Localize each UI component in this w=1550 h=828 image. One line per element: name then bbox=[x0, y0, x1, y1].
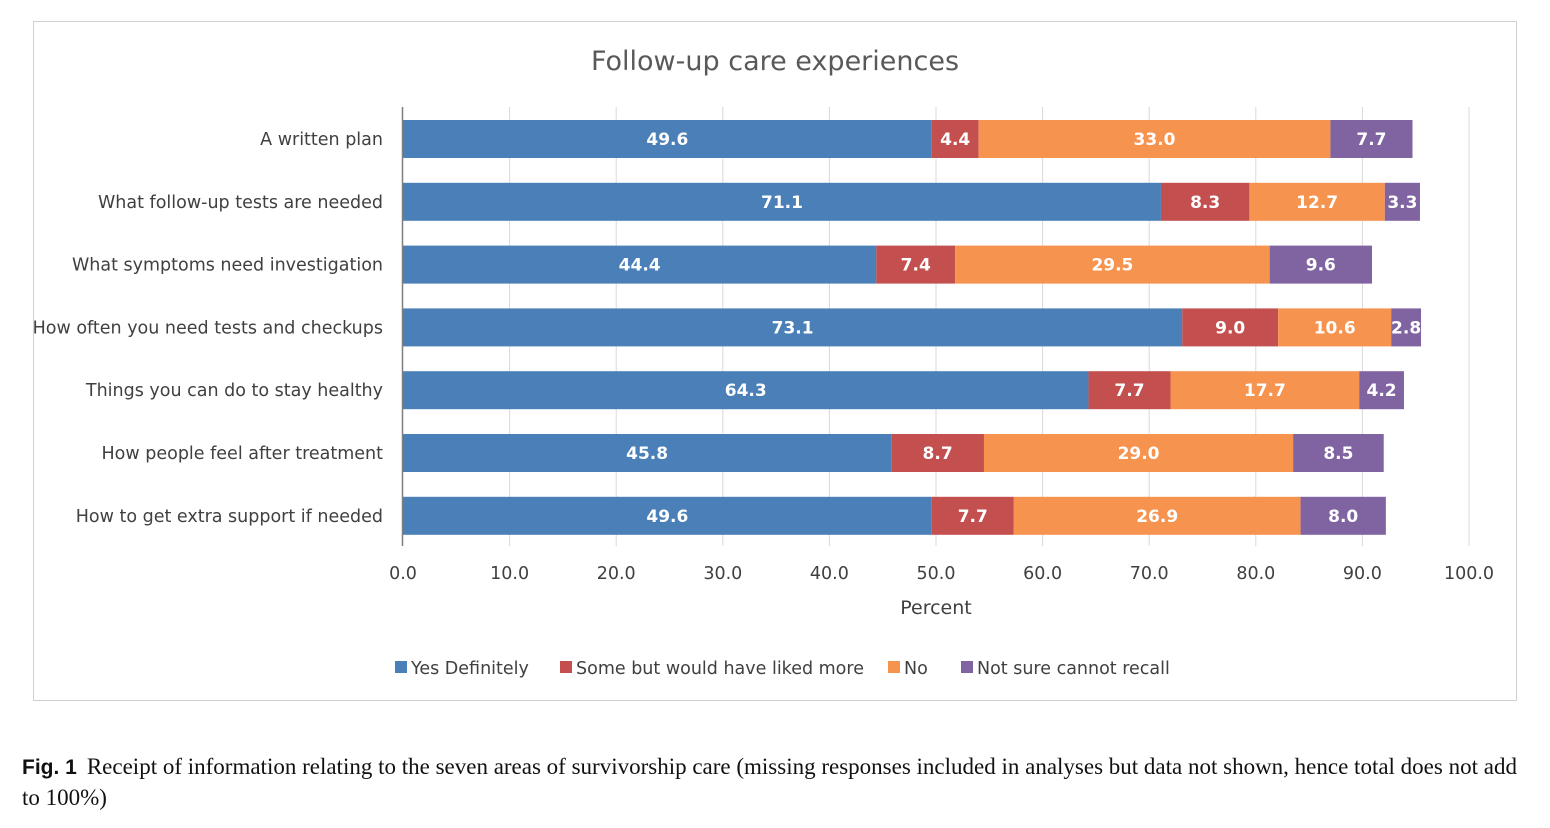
legend-label: Some but would have liked more bbox=[576, 659, 864, 679]
data-label: 4.4 bbox=[940, 130, 970, 150]
category-label: Things you can do to stay healthy bbox=[85, 381, 383, 401]
data-label: 64.3 bbox=[725, 381, 767, 401]
data-label: 12.7 bbox=[1296, 193, 1338, 213]
category-label: What follow-up tests are needed bbox=[98, 193, 383, 213]
bar-segment bbox=[403, 182, 1161, 221]
data-label: 33.0 bbox=[1134, 130, 1176, 150]
data-label: 8.3 bbox=[1190, 193, 1220, 213]
bar-segment bbox=[403, 434, 892, 472]
data-label: 73.1 bbox=[772, 318, 814, 338]
stacked-bar-chart: Follow-up care experiences 49.6 4.4 33.0 7.… bbox=[33, 46, 1494, 679]
bar-segment bbox=[1278, 308, 1392, 347]
bar-segment bbox=[403, 308, 1183, 347]
bar-segment bbox=[403, 120, 932, 158]
legend-swatch bbox=[961, 661, 973, 673]
x-tick-label: 40.0 bbox=[810, 564, 849, 584]
data-label: 9.6 bbox=[1306, 256, 1336, 276]
legend-label: Yes Definitely bbox=[410, 659, 529, 679]
data-label: 49.6 bbox=[646, 130, 688, 150]
legend-swatch bbox=[395, 661, 407, 673]
legend: Yes Definitely Some but would have liked … bbox=[395, 659, 1170, 679]
x-tick-labels: 0.0 10.0 20.0 30.0 40.0 50.0 60.0 70.0 80.0 90.0 1… bbox=[389, 564, 1494, 584]
x-tick-label: 20.0 bbox=[597, 564, 636, 584]
bar-segment bbox=[1391, 308, 1422, 347]
x-tick-label: 60.0 bbox=[1023, 564, 1062, 584]
data-label: 44.4 bbox=[619, 256, 661, 276]
data-label: 7.4 bbox=[901, 256, 931, 276]
bar-segment bbox=[955, 245, 1270, 284]
bar-segment bbox=[1088, 371, 1171, 410]
bar-segment bbox=[983, 434, 1294, 472]
bar-segment bbox=[1249, 182, 1385, 221]
data-label: 9.0 bbox=[1215, 318, 1245, 338]
legend-label: No bbox=[904, 659, 928, 679]
x-tick-label: 0.0 bbox=[389, 564, 417, 584]
bar-segment bbox=[403, 496, 932, 535]
bar-segment bbox=[1359, 371, 1404, 410]
figure-label: Fig. 1 bbox=[22, 756, 77, 779]
x-tick-label: 80.0 bbox=[1236, 564, 1275, 584]
category-label: A written plan bbox=[260, 130, 383, 150]
data-label: 8.7 bbox=[923, 444, 953, 464]
bar-segment bbox=[1384, 182, 1420, 221]
x-tick-label: 100.0 bbox=[1444, 564, 1494, 584]
bar-segment bbox=[1293, 434, 1384, 472]
bars: 49.6 4.4 33.0 7.7 71.1 8.3 12.7 3.3 44.4 7.4 29.5 9… bbox=[403, 120, 1421, 535]
bar-segment bbox=[931, 496, 1014, 535]
bar-segment bbox=[891, 434, 984, 472]
bar-segment bbox=[403, 245, 877, 284]
x-axis-title: Percent bbox=[900, 597, 972, 619]
legend-label: Not sure cannot recall bbox=[977, 659, 1170, 679]
data-label: 29.5 bbox=[1091, 256, 1133, 276]
bar-segment bbox=[1269, 245, 1372, 284]
data-label: 71.1 bbox=[761, 193, 803, 213]
data-label: 29.0 bbox=[1118, 444, 1160, 464]
bar-segment bbox=[1160, 182, 1250, 221]
category-labels: A written plan What follow-up tests are n… bbox=[33, 130, 384, 527]
x-tick-label: 10.0 bbox=[490, 564, 529, 584]
category-label: How people feel after treatment bbox=[102, 444, 384, 464]
bar-segment bbox=[1170, 371, 1360, 410]
chart-title: Follow-up care experiences bbox=[591, 46, 959, 77]
data-label: 3.3 bbox=[1387, 193, 1417, 213]
data-label: 26.9 bbox=[1136, 507, 1178, 527]
data-label: 4.2 bbox=[1367, 381, 1397, 401]
legend-swatch bbox=[560, 661, 572, 673]
data-label: 17.7 bbox=[1244, 381, 1286, 401]
figure-caption: Fig. 1 Receipt of information relating to… bbox=[22, 752, 1532, 813]
category-label: How to get extra support if needed bbox=[76, 507, 383, 527]
bar-segment bbox=[1182, 308, 1279, 347]
category-label: What symptoms need investigation bbox=[72, 256, 383, 276]
bar-segment bbox=[1330, 120, 1413, 158]
x-tick-label: 50.0 bbox=[917, 564, 956, 584]
bar-segment bbox=[876, 245, 956, 284]
data-label: 49.6 bbox=[646, 507, 688, 527]
bar-segment bbox=[978, 120, 1331, 158]
x-tick-label: 90.0 bbox=[1343, 564, 1382, 584]
bar-segment bbox=[1013, 496, 1301, 535]
data-label: 7.7 bbox=[1356, 130, 1386, 150]
caption-text: Receipt of information relating to the s… bbox=[22, 754, 1517, 810]
data-label: 45.8 bbox=[626, 444, 668, 464]
data-label: 7.7 bbox=[1114, 381, 1144, 401]
bar-segment bbox=[931, 120, 979, 158]
legend-swatch bbox=[888, 661, 900, 673]
data-label: 8.5 bbox=[1323, 444, 1353, 464]
data-label: 8.0 bbox=[1328, 507, 1358, 527]
bar-segment bbox=[1300, 496, 1386, 535]
category-label: How often you need tests and checkups bbox=[33, 318, 383, 338]
data-label: 7.7 bbox=[958, 507, 988, 527]
data-label: 2.8 bbox=[1391, 318, 1421, 338]
bar-segment bbox=[403, 371, 1089, 410]
data-label: 10.6 bbox=[1314, 318, 1356, 338]
x-tick-label: 30.0 bbox=[703, 564, 742, 584]
x-tick-label: 70.0 bbox=[1130, 564, 1169, 584]
